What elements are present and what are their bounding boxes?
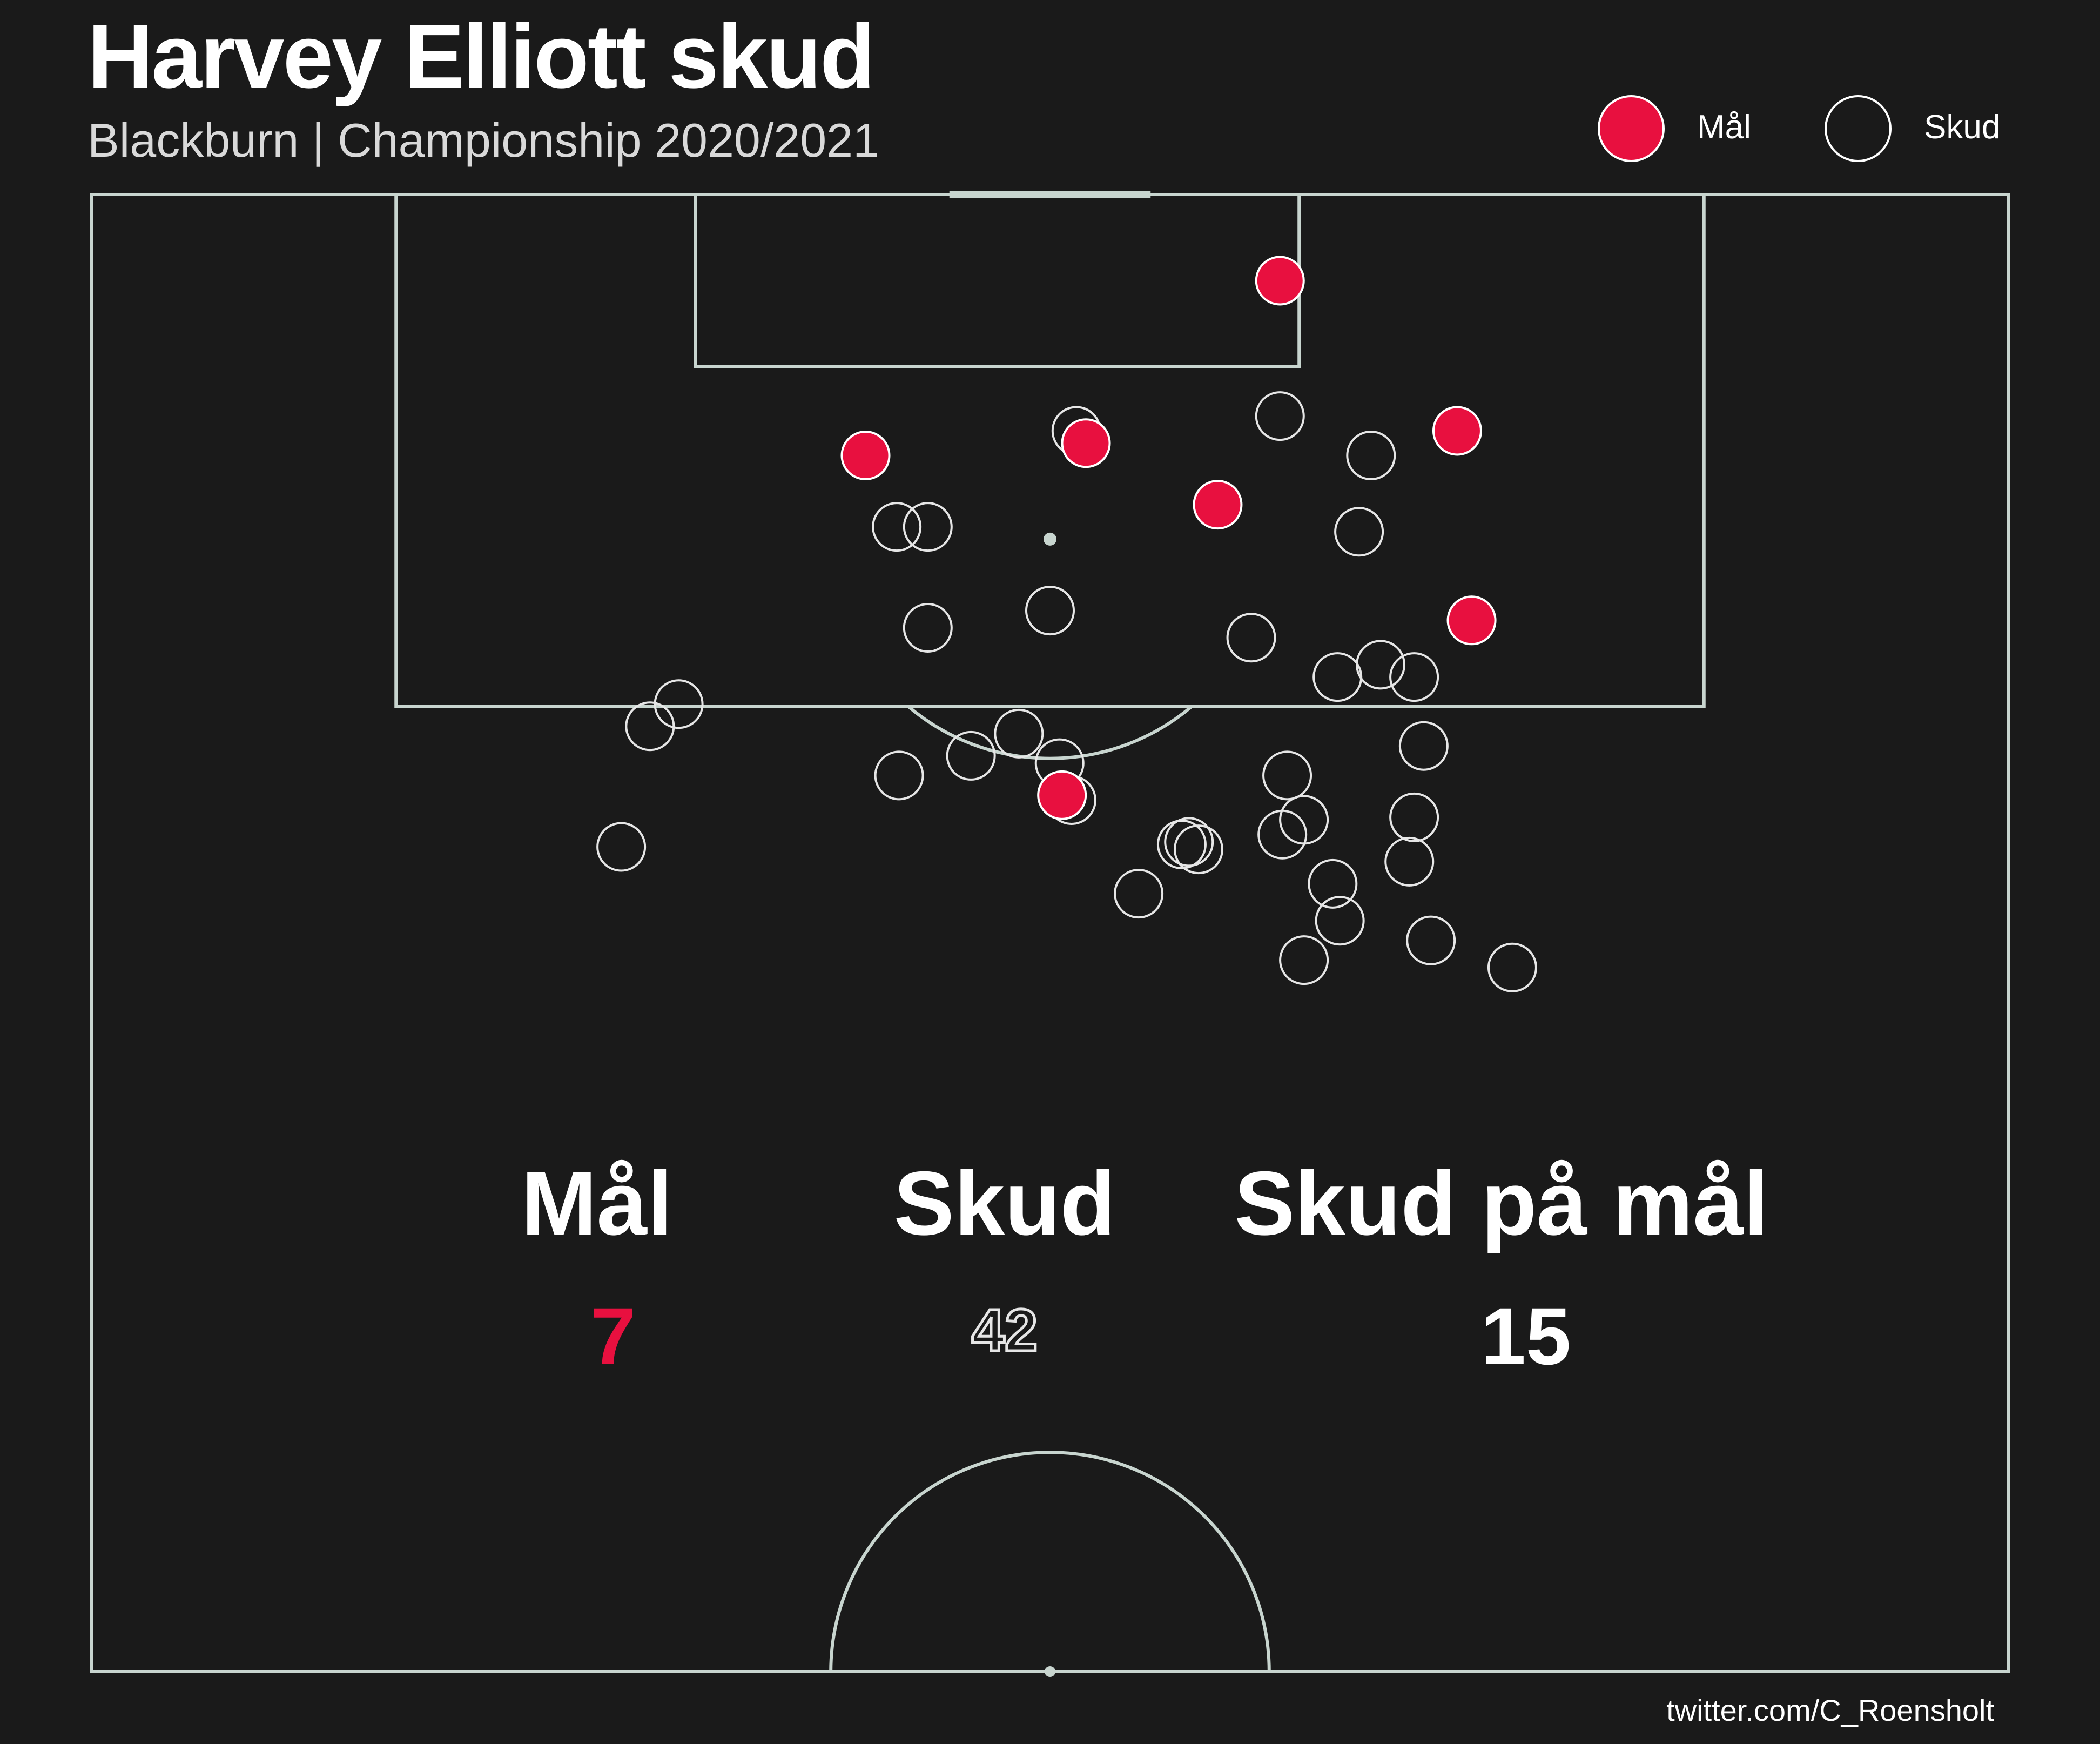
goal-point	[840, 431, 891, 481]
goal-point	[1061, 418, 1111, 468]
shot-point	[1315, 896, 1365, 946]
shot-point	[1398, 721, 1449, 771]
penalty-box	[394, 193, 1706, 708]
shot-point	[1025, 586, 1075, 636]
shot-point	[1308, 858, 1358, 909]
shot-point	[1406, 915, 1456, 965]
shot-point	[1255, 391, 1305, 441]
chart-title: Harvey Elliott skud	[88, 5, 875, 107]
shot-point	[1334, 507, 1384, 557]
shot-point	[1384, 836, 1435, 887]
goal-point	[1193, 480, 1243, 530]
shot-point	[1173, 824, 1223, 875]
shot-point	[903, 502, 953, 552]
credit-text: twitter.com/C_Roensholt	[1666, 1693, 1994, 1727]
shot-point	[872, 502, 922, 552]
penalty-spot	[1044, 532, 1056, 546]
shot-point	[1487, 942, 1537, 992]
penalty-arc	[907, 705, 1193, 760]
stats-summary: Mål 7 Skud 42 Skud på mål 15	[521, 1152, 1769, 1381]
shot-point	[1356, 640, 1406, 690]
shot-point	[1164, 817, 1214, 867]
shot-point	[1257, 809, 1308, 860]
legend-shot-marker	[1825, 95, 1892, 162]
legend-goal-marker	[1598, 95, 1665, 162]
stat-value: 7	[590, 1291, 635, 1381]
goal-point	[1255, 256, 1305, 306]
shot-point	[1346, 431, 1396, 481]
shot-point	[1389, 652, 1439, 702]
shot-point	[946, 730, 996, 781]
shot-point	[1262, 750, 1312, 801]
shot-point	[1279, 795, 1329, 845]
shot-point	[1312, 652, 1363, 702]
pitch-markings	[90, 191, 2010, 1677]
centre-spot	[1045, 1666, 1055, 1677]
shot-point	[654, 679, 704, 729]
legend-goal-label: Mål	[1697, 109, 1751, 146]
stat-label: Mål	[521, 1152, 672, 1254]
shot-point	[625, 701, 675, 752]
shot-point	[994, 708, 1044, 759]
shot-point	[1226, 613, 1276, 663]
shot-point	[903, 602, 953, 653]
shot-point	[874, 750, 924, 801]
pitch-boundary	[90, 193, 2010, 1673]
goal-point	[1446, 595, 1497, 646]
stat-value: 42	[972, 1297, 1038, 1364]
centre-circle	[831, 1452, 1269, 1672]
goal-point	[1037, 770, 1087, 820]
shot-point	[596, 822, 647, 872]
shot-point	[1114, 869, 1164, 919]
shot-point	[1389, 792, 1439, 842]
shot-point	[1279, 935, 1329, 985]
stat-label: Skud	[894, 1152, 1116, 1254]
stat-value: 15	[1481, 1291, 1571, 1381]
shot-markers	[596, 256, 1537, 992]
six-yard-box	[694, 193, 1301, 368]
legend	[1598, 95, 1892, 162]
legend-shot-label: Skud	[1924, 109, 2001, 146]
stat-label: Skud på mål	[1234, 1152, 1769, 1254]
shot-point	[1156, 819, 1207, 869]
chart-subtitle: Blackburn | Championship 2020/2021	[88, 113, 880, 167]
goal-point	[1432, 406, 1482, 456]
